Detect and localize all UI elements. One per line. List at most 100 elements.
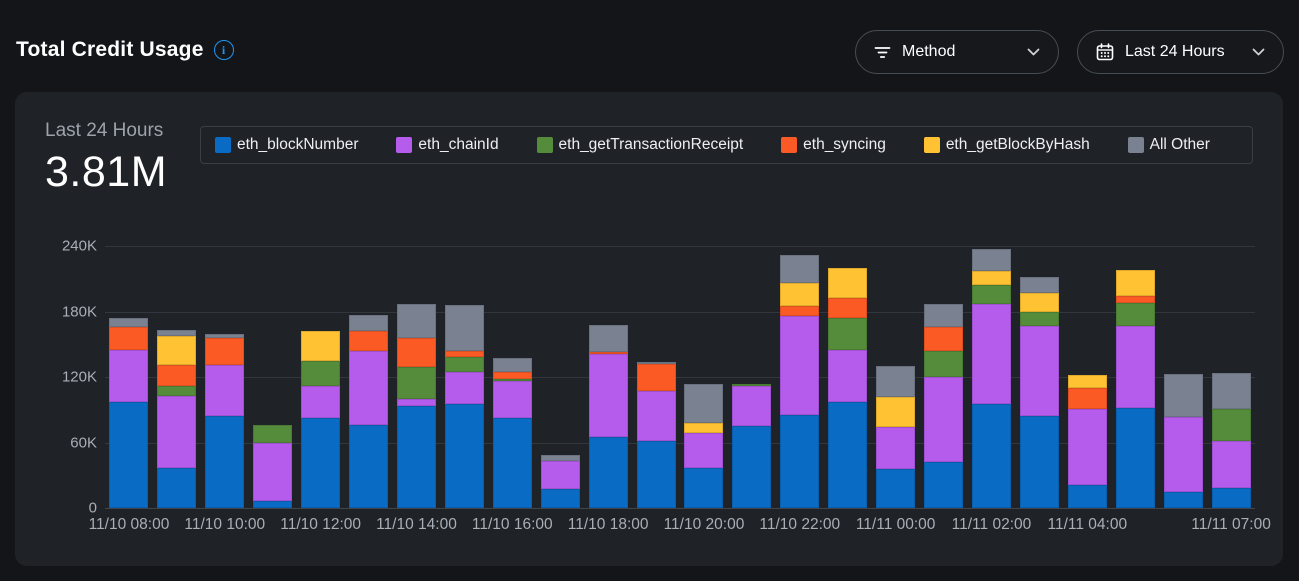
- bar-column[interactable]: [732, 383, 772, 508]
- legend-item[interactable]: eth_getTransactionReceipt: [536, 136, 743, 154]
- bar-segment[interactable]: [540, 454, 580, 462]
- bar-segment[interactable]: [971, 404, 1011, 508]
- bar-segment[interactable]: [1211, 488, 1251, 508]
- bar-segment[interactable]: [157, 335, 197, 366]
- bar-segment[interactable]: [205, 334, 245, 338]
- bar-segment[interactable]: [444, 404, 484, 508]
- bar-segment[interactable]: [301, 418, 341, 508]
- bar-column[interactable]: [444, 304, 484, 508]
- bar-segment[interactable]: [349, 350, 389, 426]
- bar-segment[interactable]: [828, 318, 868, 350]
- bar-segment[interactable]: [157, 395, 197, 468]
- bar-segment[interactable]: [1163, 373, 1203, 418]
- legend-item[interactable]: All Other: [1127, 136, 1210, 154]
- bar-segment[interactable]: [588, 351, 628, 355]
- bar-segment[interactable]: [1019, 416, 1059, 508]
- bar-segment[interactable]: [444, 371, 484, 405]
- bar-segment[interactable]: [396, 303, 436, 338]
- bar-segment[interactable]: [109, 318, 149, 327]
- bar-column[interactable]: [492, 358, 532, 508]
- bar-column[interactable]: [636, 361, 676, 508]
- bar-segment[interactable]: [205, 337, 245, 366]
- bar-segment[interactable]: [1067, 374, 1107, 388]
- bar-segment[interactable]: [828, 402, 868, 508]
- bar-segment[interactable]: [301, 331, 341, 361]
- bar-column[interactable]: [684, 383, 724, 508]
- bar-segment[interactable]: [157, 330, 197, 336]
- bar-segment[interactable]: [636, 391, 676, 442]
- bar-segment[interactable]: [1019, 325, 1059, 417]
- bar-segment[interactable]: [349, 314, 389, 332]
- bar-segment[interactable]: [924, 462, 964, 508]
- bar-column[interactable]: [588, 324, 628, 508]
- bar-segment[interactable]: [1211, 408, 1251, 442]
- bar-column[interactable]: [157, 330, 197, 508]
- legend-item[interactable]: eth_syncing: [781, 136, 886, 154]
- bar-segment[interactable]: [444, 304, 484, 351]
- bar-segment[interactable]: [876, 468, 916, 508]
- bar-column[interactable]: [828, 267, 868, 508]
- bar-segment[interactable]: [1067, 387, 1107, 409]
- bar-segment[interactable]: [636, 361, 676, 364]
- bar-segment[interactable]: [684, 383, 724, 423]
- bar-segment[interactable]: [253, 425, 293, 443]
- bar-segment[interactable]: [1019, 311, 1059, 326]
- bar-segment[interactable]: [876, 427, 916, 469]
- bar-segment[interactable]: [1115, 302, 1155, 326]
- bar-segment[interactable]: [396, 406, 436, 508]
- bar-segment[interactable]: [205, 416, 245, 508]
- bar-segment[interactable]: [780, 415, 820, 508]
- bar-column[interactable]: [971, 249, 1011, 508]
- bar-segment[interactable]: [684, 432, 724, 468]
- bar-segment[interactable]: [157, 365, 197, 386]
- bar-segment[interactable]: [444, 357, 484, 372]
- bar-segment[interactable]: [588, 324, 628, 352]
- bar-segment[interactable]: [828, 267, 868, 299]
- bar-segment[interactable]: [924, 303, 964, 327]
- bar-column[interactable]: [1067, 374, 1107, 508]
- bar-column[interactable]: [301, 331, 341, 508]
- bar-segment[interactable]: [924, 377, 964, 463]
- bar-segment[interactable]: [205, 365, 245, 417]
- bar-column[interactable]: [1163, 373, 1203, 508]
- bar-column[interactable]: [1211, 372, 1251, 508]
- bar-segment[interactable]: [971, 249, 1011, 272]
- bar-segment[interactable]: [396, 337, 436, 368]
- bar-segment[interactable]: [444, 350, 484, 358]
- bar-segment[interactable]: [1019, 276, 1059, 293]
- bar-segment[interactable]: [732, 385, 772, 427]
- bar-segment[interactable]: [492, 381, 532, 419]
- method-filter-dropdown[interactable]: Method: [855, 30, 1059, 74]
- bar-segment[interactable]: [971, 285, 1011, 304]
- legend-item[interactable]: eth_getBlockByHash: [923, 136, 1090, 154]
- bar-segment[interactable]: [396, 367, 436, 399]
- bar-segment[interactable]: [732, 383, 772, 386]
- bar-column[interactable]: [780, 254, 820, 508]
- bar-segment[interactable]: [1163, 417, 1203, 492]
- bar-column[interactable]: [109, 318, 149, 508]
- bar-segment[interactable]: [1115, 296, 1155, 303]
- bar-segment[interactable]: [301, 360, 341, 386]
- bar-column[interactable]: [876, 366, 916, 508]
- bar-segment[interactable]: [636, 363, 676, 392]
- bar-segment[interactable]: [924, 326, 964, 351]
- bar-column[interactable]: [1019, 276, 1059, 508]
- bar-segment[interactable]: [109, 349, 149, 403]
- bar-segment[interactable]: [1115, 407, 1155, 508]
- bar-column[interactable]: [396, 303, 436, 508]
- bar-segment[interactable]: [301, 385, 341, 419]
- bar-segment[interactable]: [540, 461, 580, 490]
- bar-segment[interactable]: [349, 425, 389, 508]
- bar-segment[interactable]: [924, 350, 964, 378]
- bar-segment[interactable]: [349, 331, 389, 351]
- legend-item[interactable]: eth_chainId: [396, 136, 499, 154]
- bar-segment[interactable]: [684, 467, 724, 508]
- bar-segment[interactable]: [109, 402, 149, 508]
- bar-segment[interactable]: [157, 385, 197, 396]
- bar-segment[interactable]: [828, 298, 868, 319]
- bar-segment[interactable]: [588, 354, 628, 438]
- bar-segment[interactable]: [1067, 485, 1107, 508]
- bar-column[interactable]: [1115, 270, 1155, 508]
- bar-segment[interactable]: [1067, 408, 1107, 486]
- bar-segment[interactable]: [876, 366, 916, 397]
